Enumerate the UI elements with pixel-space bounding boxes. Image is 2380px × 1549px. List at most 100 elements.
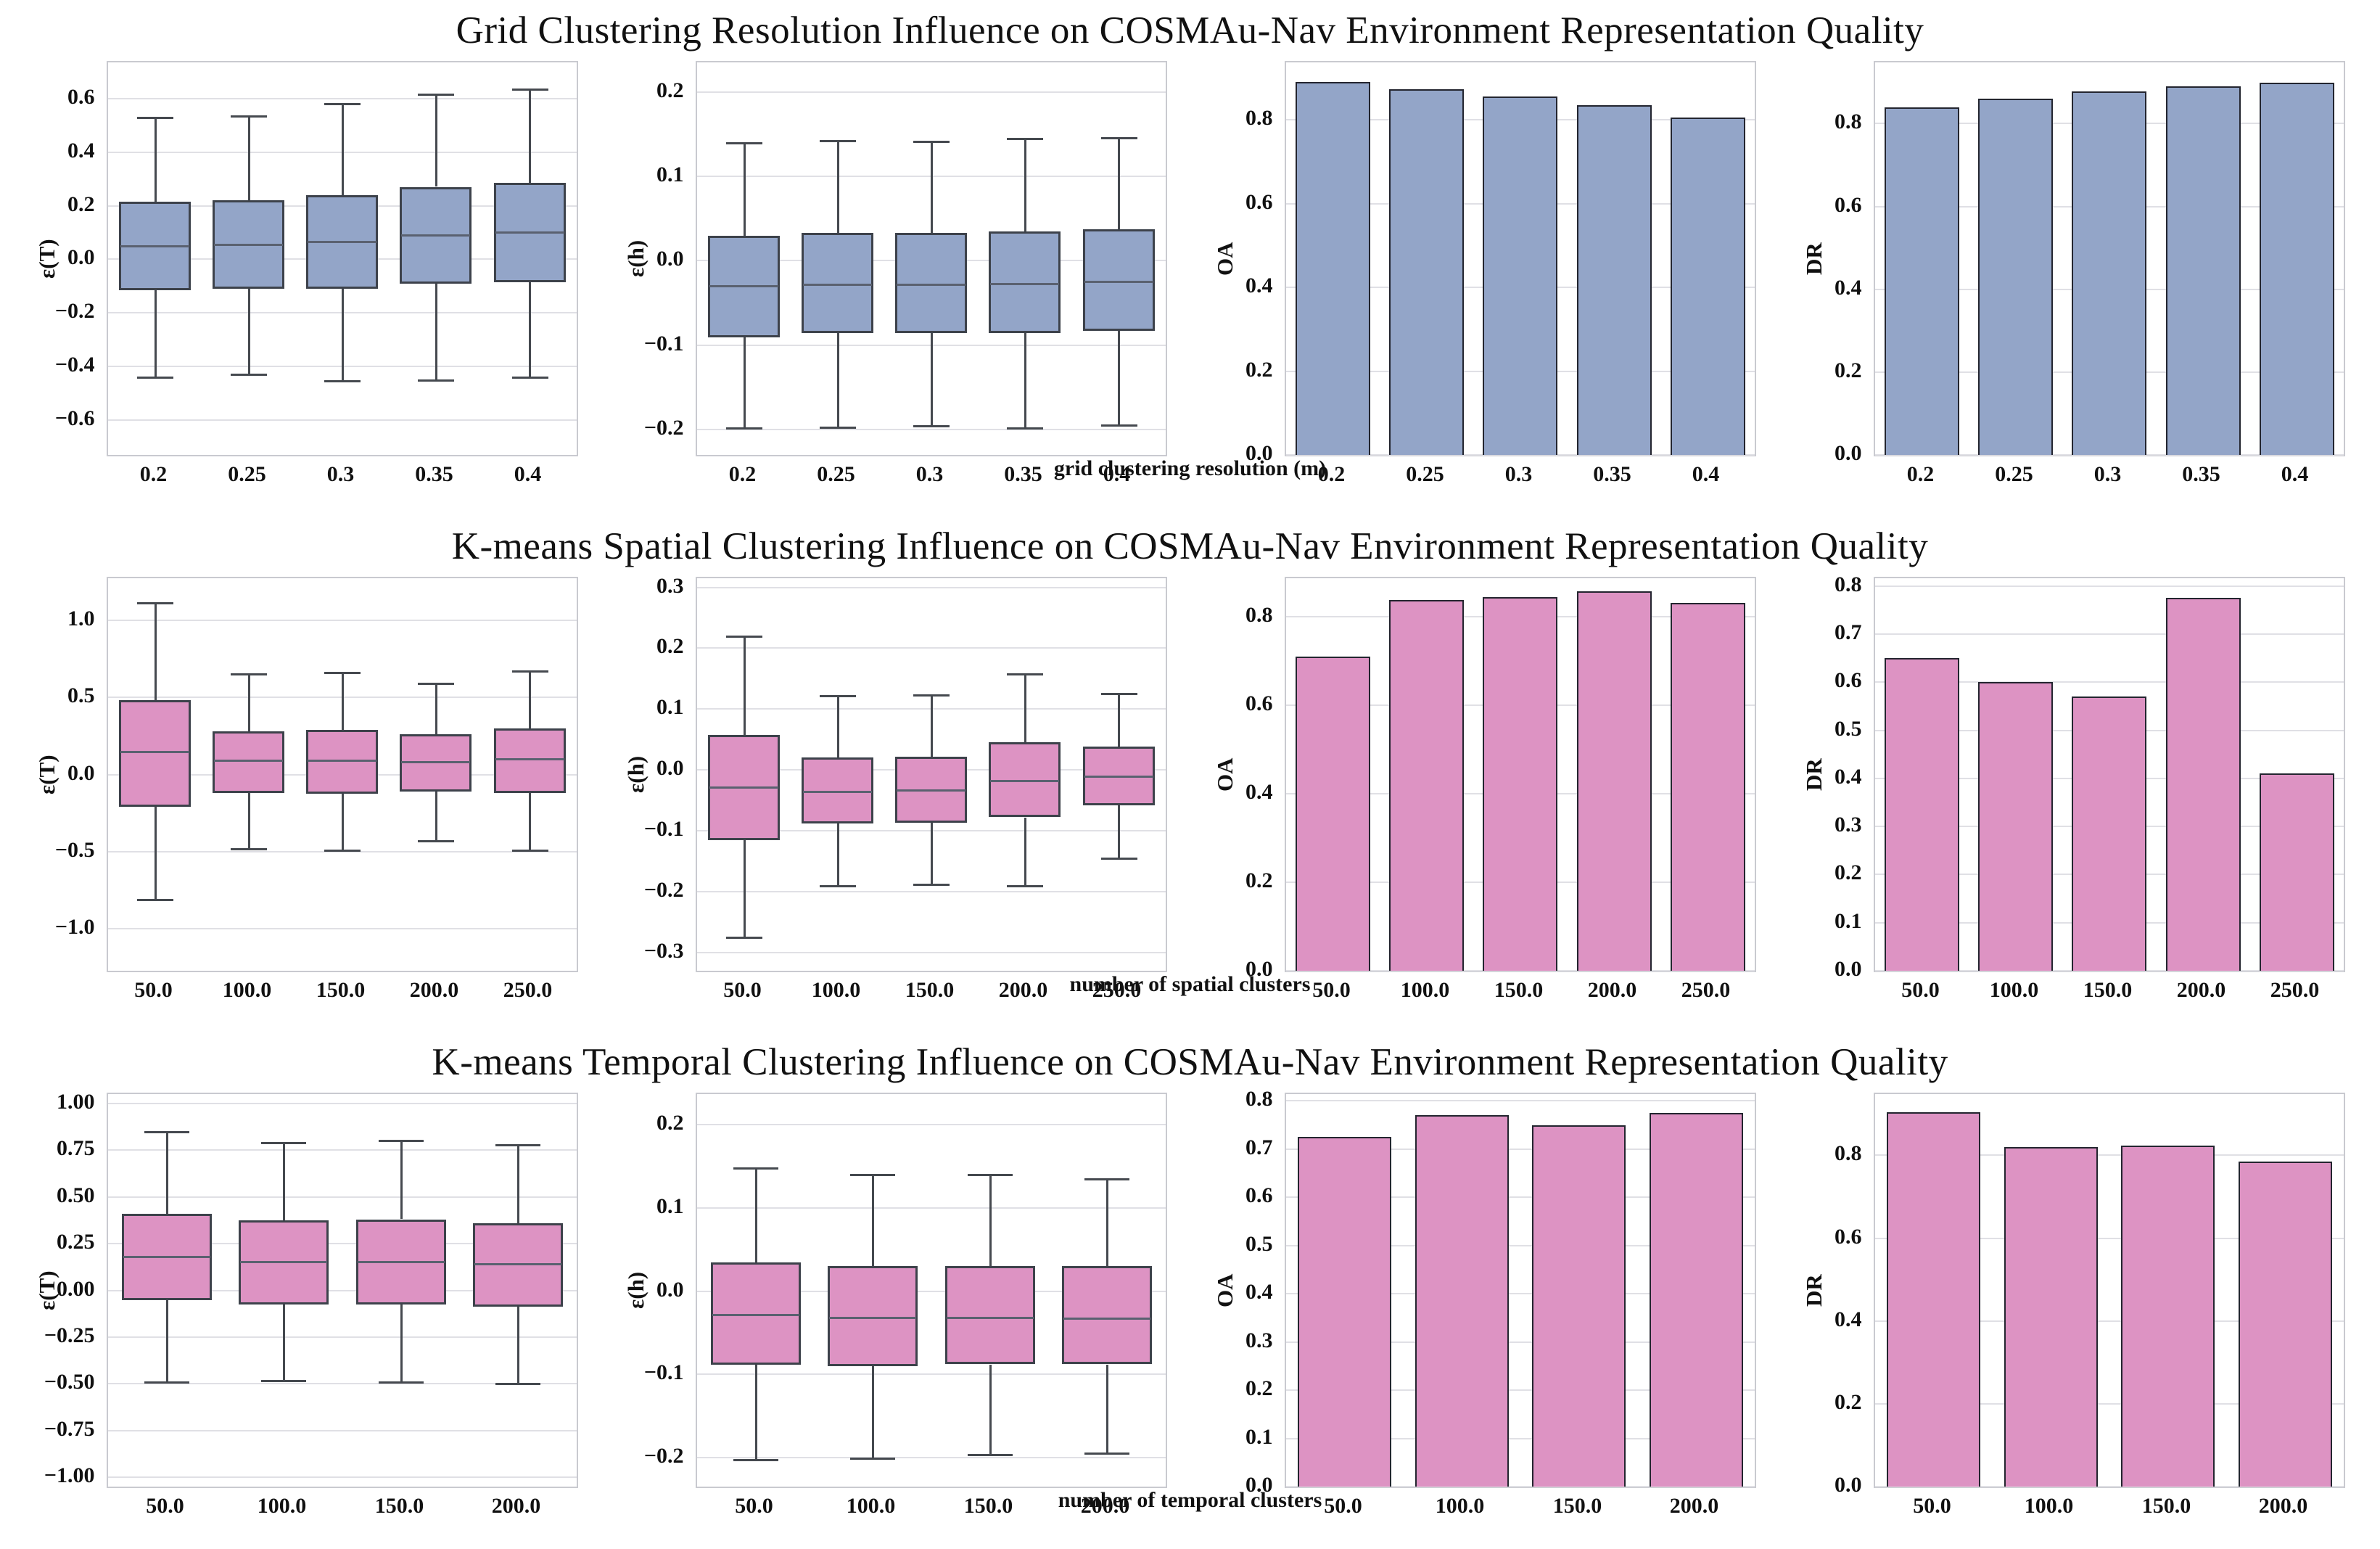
gridline — [107, 1243, 577, 1244]
y-tick-label: 0.8 — [1245, 603, 1273, 627]
whisker-cap — [913, 141, 950, 143]
median-line — [802, 791, 872, 793]
y-tick-label: 0.2 — [656, 78, 684, 102]
bar — [1388, 600, 1464, 971]
median-line — [709, 786, 778, 789]
x-tick-label: 150.0 — [905, 978, 955, 1002]
y-tick-label: 0.0 — [67, 245, 95, 269]
bar — [1649, 1113, 1743, 1487]
whisker-cap — [819, 885, 856, 887]
median-line — [307, 760, 376, 762]
y-tick-label: 0.3 — [1245, 1328, 1273, 1352]
y-tick-label: 0.4 — [1835, 1307, 1862, 1331]
x-tick-label: 0.2 — [139, 462, 168, 486]
gridline — [107, 1103, 577, 1104]
gridline — [107, 851, 577, 852]
bar — [1886, 1112, 1980, 1487]
whisker-line — [1024, 332, 1026, 427]
whisker-cap — [1100, 858, 1137, 860]
x-tick-label: 0.35 — [415, 462, 453, 486]
y-tick-label: 0.0 — [1245, 1473, 1273, 1497]
y-tick-label: 0.1 — [656, 163, 684, 186]
whisker-cap — [324, 103, 361, 105]
whisker-line — [1024, 139, 1026, 231]
plot-area — [1873, 61, 2345, 456]
whisker-line — [836, 333, 839, 427]
whisker-line — [836, 696, 839, 758]
y-tick-label: 0.7 — [1835, 620, 1862, 644]
y-tick-label: 0.1 — [656, 695, 684, 719]
x-tick-label: 200.0 — [1080, 1494, 1130, 1518]
y-tick-label: 0.0 — [67, 761, 95, 785]
whisker-cap — [378, 1381, 424, 1384]
y-tick-label: −0.1 — [643, 332, 684, 356]
bar — [1670, 118, 1745, 455]
whisker-line — [400, 1141, 403, 1219]
median-line — [989, 780, 1059, 782]
x-tick-label: 0.25 — [817, 462, 855, 486]
y-tick-label: 0.6 — [67, 85, 95, 109]
whisker-line — [154, 603, 157, 700]
iqr-box — [988, 231, 1061, 333]
median-line — [474, 1263, 561, 1265]
gridline — [1285, 1486, 1755, 1487]
bar — [1670, 603, 1745, 971]
x-tick-label: 0.3 — [1504, 462, 1533, 486]
y-tick-label: 0.0 — [656, 756, 684, 780]
figure-title: K-means Spatial Clustering Influence on … — [451, 525, 1929, 567]
bar — [2165, 598, 2241, 971]
whisker-line — [154, 807, 157, 900]
iqr-box — [944, 1266, 1035, 1364]
y-tick-label: 0.75 — [57, 1136, 95, 1160]
whisker-line — [435, 683, 437, 734]
whisker-line — [871, 1175, 874, 1266]
median-line — [213, 760, 283, 762]
y-tick-label: 0.1 — [1245, 1425, 1273, 1449]
gridline — [1285, 1341, 1755, 1343]
whisker-cap — [136, 899, 173, 901]
x-tick-label: 0.4 — [2281, 462, 2309, 486]
whisker-line — [435, 94, 437, 186]
median-line — [357, 1261, 445, 1263]
whisker-cap — [144, 1381, 189, 1384]
whisker-line — [400, 1304, 403, 1382]
whisker-cap — [1084, 1453, 1129, 1455]
gridline — [1285, 970, 1755, 971]
y-tick-label: 1.00 — [57, 1090, 95, 1114]
subplot-εt: ε(T) 1.00 0.75 0.50 0.25 0.00 −0.25 −0.50 −0.75−… — [12, 1090, 601, 1519]
x-tick-label: 250.0 — [1092, 978, 1142, 1002]
gridline — [107, 1383, 577, 1384]
bar — [1415, 1115, 1509, 1487]
y-tick-label: 0.4 — [1835, 276, 1862, 300]
iqr-box — [305, 730, 378, 794]
whisker-line — [528, 282, 531, 377]
x-tick-label: 0.25 — [228, 462, 266, 486]
whisker-line — [754, 1365, 757, 1460]
median-line — [828, 1317, 916, 1319]
whisker-cap — [913, 425, 950, 427]
plot-area — [106, 577, 578, 972]
whisker-line — [528, 671, 531, 728]
x-tick-label: 0.2 — [728, 462, 757, 486]
whisker-line — [1105, 1179, 1108, 1266]
gridline — [1874, 454, 2344, 456]
iqr-box — [894, 233, 967, 333]
bar — [1388, 89, 1464, 455]
whisker-cap — [511, 670, 548, 673]
plot-area — [106, 1093, 578, 1488]
y-tick-label: −0.2 — [643, 1444, 684, 1468]
x-tick-label: 50.0 — [134, 978, 173, 1002]
plot-area — [1284, 577, 1756, 972]
y-tick-label: 0.4 — [1245, 780, 1273, 804]
gridline — [1874, 1320, 2344, 1322]
whisker-line — [282, 1143, 285, 1220]
gridline — [107, 928, 577, 929]
whisker-line — [341, 104, 344, 195]
subplot-εh: ε(h) 0.2 0.1 0.0 −0.1 −0.2 50.0 100.0 150.0 200.0 — [601, 1093, 1190, 1519]
x-tick-label: 150.0 — [374, 1494, 424, 1518]
iqr-box — [710, 1262, 801, 1365]
whisker-line — [247, 116, 250, 200]
whisker-cap — [725, 636, 762, 638]
gridline — [696, 952, 1166, 953]
subplot-εh: ε(h) 0.3 0.2 0.1 0.0 −0.1 −0.2 −0.3 50.0 100.0 150… — [601, 574, 1190, 1003]
